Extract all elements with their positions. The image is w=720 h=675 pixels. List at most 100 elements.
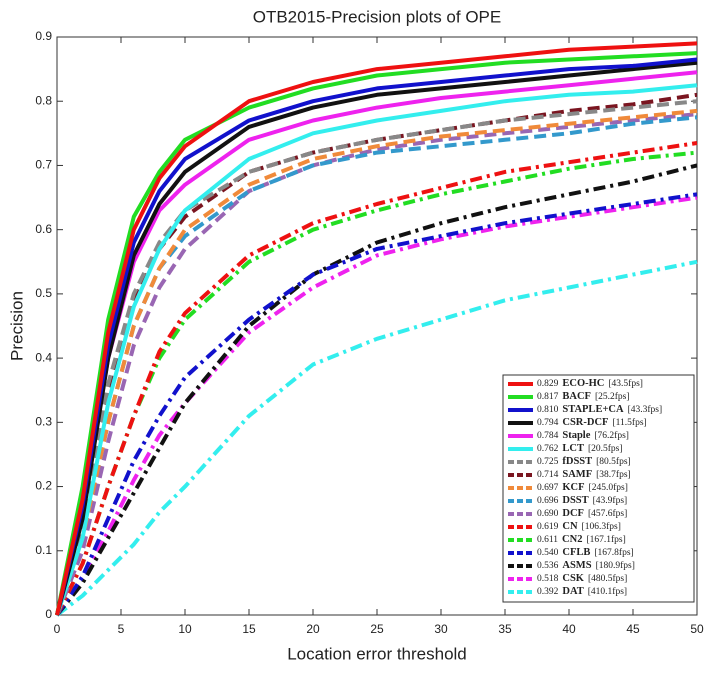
legend-name: Staple	[562, 430, 590, 441]
legend-score: 0.392	[537, 587, 559, 597]
legend-entry: 0.784 Staple [76.2fps]	[537, 430, 629, 441]
series-line	[55, 112, 698, 616]
y-tick-label: 0.4	[35, 350, 52, 364]
legend-entry: 0.696 DSST [43.9fps]	[537, 495, 627, 506]
legend-score: 0.817	[537, 392, 559, 402]
x-axis-label: Location error threshold	[287, 644, 467, 663]
legend-name: fDSST	[562, 456, 592, 467]
legend-speed: [43.3fps]	[628, 404, 663, 415]
legend-speed: [43.9fps]	[593, 495, 628, 506]
legend-name: ECO-HC	[562, 378, 604, 389]
legend-score: 0.829	[537, 379, 559, 389]
x-tick-label: 35	[498, 622, 512, 636]
legend-entry: 0.697 KCF [245.0fps]	[537, 482, 628, 493]
y-axis-label: Precision	[7, 291, 26, 361]
legend-speed: [245.0fps]	[589, 482, 628, 493]
legend-entry: 0.518 CSK [480.5fps]	[537, 573, 627, 584]
legend-speed: [25.2fps]	[595, 391, 630, 402]
legend-entry: 0.536 ASMS [180.9fps]	[537, 560, 635, 571]
series-line	[55, 57, 698, 616]
series-line	[55, 108, 698, 616]
y-tick-label: 0.2	[35, 479, 52, 493]
legend-entry: 0.829 ECO-HC [43.5fps]	[537, 378, 643, 389]
y-tick-label: 0.5	[35, 286, 52, 300]
series-line	[55, 259, 698, 617]
series-line	[55, 60, 698, 616]
legend-speed: [167.1fps]	[586, 534, 625, 545]
legend-name: SAMF	[562, 469, 592, 480]
legend-entry: 0.810 STAPLE+CA [43.3fps]	[537, 404, 662, 415]
series-line	[55, 51, 698, 616]
legend-speed: [43.5fps]	[608, 378, 643, 389]
legend-speed: [76.2fps]	[594, 430, 629, 441]
legend-entry: 0.794 CSR-DCF [11.5fps]	[537, 417, 647, 428]
x-tick-label: 0	[54, 622, 61, 636]
series-line	[55, 141, 698, 616]
legend-speed: [410.1fps]	[588, 586, 627, 597]
legend-score: 0.794	[537, 418, 559, 428]
x-tick-label: 5	[118, 622, 125, 636]
y-tick-label: 0.8	[35, 93, 52, 107]
legend-name: DCF	[562, 508, 584, 519]
legend-name: DAT	[562, 586, 583, 597]
legend-entry: 0.714 SAMF [38.7fps]	[537, 469, 631, 480]
legend-entry: 0.611 CN2 [167.1fps]	[537, 534, 626, 545]
legend-score: 0.810	[537, 405, 559, 415]
legend-name: CN	[562, 521, 578, 532]
x-tick-label: 25	[370, 622, 384, 636]
x-tick-label: 30	[434, 622, 448, 636]
legend-name: CFLB	[562, 547, 590, 558]
legend-speed: [180.9fps]	[596, 560, 635, 571]
y-tick-label: 0.1	[35, 543, 52, 557]
x-tick-label: 20	[306, 622, 320, 636]
legend-speed: [38.7fps]	[596, 469, 631, 480]
legend-score: 0.725	[537, 457, 559, 467]
y-tick-label: 0	[45, 607, 52, 621]
x-tick-label: 10	[178, 622, 192, 636]
legend-name: STAPLE+CA	[562, 404, 624, 415]
series-line	[55, 99, 698, 616]
legend-score: 0.690	[537, 509, 559, 519]
legend-name: ASMS	[562, 560, 591, 571]
legend-name: BACF	[562, 391, 591, 402]
x-tick-label: 45	[626, 622, 640, 636]
y-tick-label: 0.7	[35, 158, 52, 172]
legend-score: 0.611	[537, 535, 558, 545]
legend-entry: 0.817 BACF [25.2fps]	[537, 391, 630, 402]
series-line	[55, 163, 698, 617]
legend-name: CSK	[562, 573, 584, 584]
legend-speed: [480.5fps]	[588, 573, 627, 584]
legend-score: 0.762	[537, 444, 559, 454]
legend-name: KCF	[562, 482, 584, 493]
series-line	[55, 192, 698, 617]
y-tick-label: 0.3	[35, 415, 52, 429]
legend-entry: 0.540 CFLB [167.8fps]	[537, 547, 634, 558]
legend-score: 0.714	[537, 470, 559, 480]
legend-speed: [11.5fps]	[612, 417, 646, 428]
chart-title: OTB2015-Precision plots of OPE	[253, 7, 502, 26]
legend-speed: [457.6fps]	[588, 508, 627, 519]
legend-speed: [80.5fps]	[596, 456, 631, 467]
legend-entry: 0.725 fDSST [80.5fps]	[537, 456, 631, 467]
y-tick-label: 0.9	[35, 29, 52, 43]
legend-speed: [106.3fps]	[582, 521, 621, 532]
series-line	[55, 83, 698, 616]
legend-speed: [20.5fps]	[588, 443, 623, 454]
legend-entry: 0.619 CN [106.3fps]	[537, 521, 621, 532]
legend-name: CSR-DCF	[562, 417, 608, 428]
y-tick-label: 0.6	[35, 222, 52, 236]
legend-name: CN2	[562, 534, 582, 545]
legend-entry: 0.690 DCF [457.6fps]	[537, 508, 627, 519]
legend-box	[502, 374, 695, 603]
legend-speed: [167.8fps]	[594, 547, 633, 558]
legend-entry: 0.392 DAT [410.1fps]	[537, 586, 627, 597]
legend-score: 0.619	[537, 522, 559, 532]
legend-score: 0.697	[537, 483, 559, 493]
legend-score: 0.540	[537, 548, 559, 558]
legend-name: DSST	[562, 495, 588, 506]
x-tick-label: 40	[562, 622, 576, 636]
series-line	[55, 41, 698, 616]
legend-score: 0.518	[537, 574, 559, 584]
x-tick-label: 15	[242, 622, 256, 636]
